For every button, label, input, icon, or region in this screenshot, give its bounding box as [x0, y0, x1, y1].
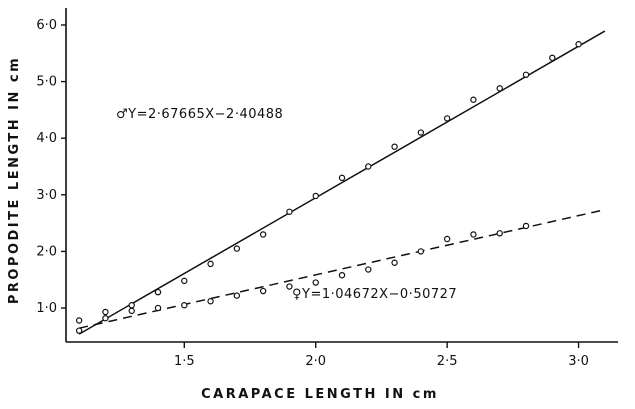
male-data-point	[128, 302, 135, 309]
female-data-point	[233, 292, 241, 299]
axes	[65, 8, 618, 343]
y-tick-label: 6·0	[36, 18, 57, 33]
male-data-point	[75, 317, 83, 324]
y-tick-label: 2·0	[36, 244, 57, 259]
male-data-point	[259, 231, 267, 238]
female-data-point	[338, 272, 346, 279]
female-data-point	[443, 235, 451, 243]
female-data-point	[470, 231, 477, 238]
female-data-point	[181, 302, 188, 309]
male-data-point	[522, 71, 530, 79]
male-data-point	[286, 208, 293, 215]
male-data-point	[338, 174, 346, 182]
x-axis-title: CARAPACE LENGTH IN cm	[201, 387, 439, 402]
female-data-point	[365, 266, 372, 273]
female-data-point	[207, 298, 214, 305]
female-data-point	[102, 315, 109, 322]
male-data-point	[312, 192, 319, 200]
female-data-point	[312, 279, 319, 286]
male-regression-line	[78, 30, 606, 335]
male-data-point	[496, 85, 503, 92]
male-data-point	[443, 115, 451, 122]
male-data-point	[207, 260, 214, 268]
female-equation-label: ♀Y=1·04672X−0·50727	[292, 287, 457, 302]
female-data-point	[522, 222, 530, 230]
female-data-point	[496, 230, 503, 237]
female-data-point	[417, 248, 425, 255]
male-data-point	[575, 41, 582, 48]
y-tick-label: 4·0	[36, 131, 57, 146]
female-data-point	[75, 327, 83, 334]
female-data-point	[259, 287, 267, 295]
female-data-point	[128, 307, 135, 315]
y-tick-label: 3·0	[36, 188, 57, 203]
female-data-point	[286, 283, 293, 290]
x-tick-label: 2·5	[437, 354, 458, 369]
male-equation-label: ♂Y=2·67665X−2·40488	[116, 107, 283, 122]
data-points	[75, 41, 582, 334]
x-tick-label: 1·5	[174, 354, 195, 369]
male-data-point	[470, 96, 477, 103]
x-tick-label: 3·0	[568, 354, 589, 369]
y-tick-label: 1·0	[36, 301, 57, 316]
male-data-point	[181, 277, 188, 285]
male-data-point	[417, 129, 425, 136]
regression-lines	[78, 30, 606, 335]
y-axis-title: PROPODITE LENGTH IN cm	[7, 56, 22, 304]
y-tick-label: 5·0	[36, 75, 57, 90]
female-data-point	[391, 259, 398, 266]
male-data-point	[549, 54, 556, 62]
male-data-point	[365, 163, 372, 170]
male-data-point	[391, 143, 398, 150]
male-data-point	[154, 288, 162, 296]
male-data-point	[233, 245, 241, 252]
tick-marks: 1·5 2·0 2·5 3·0 1·0 2·0 3·0 4·0 5·0 6·0	[36, 18, 589, 369]
female-data-point	[154, 304, 162, 312]
x-tick-label: 2·0	[305, 354, 326, 369]
male-data-point	[102, 308, 109, 316]
